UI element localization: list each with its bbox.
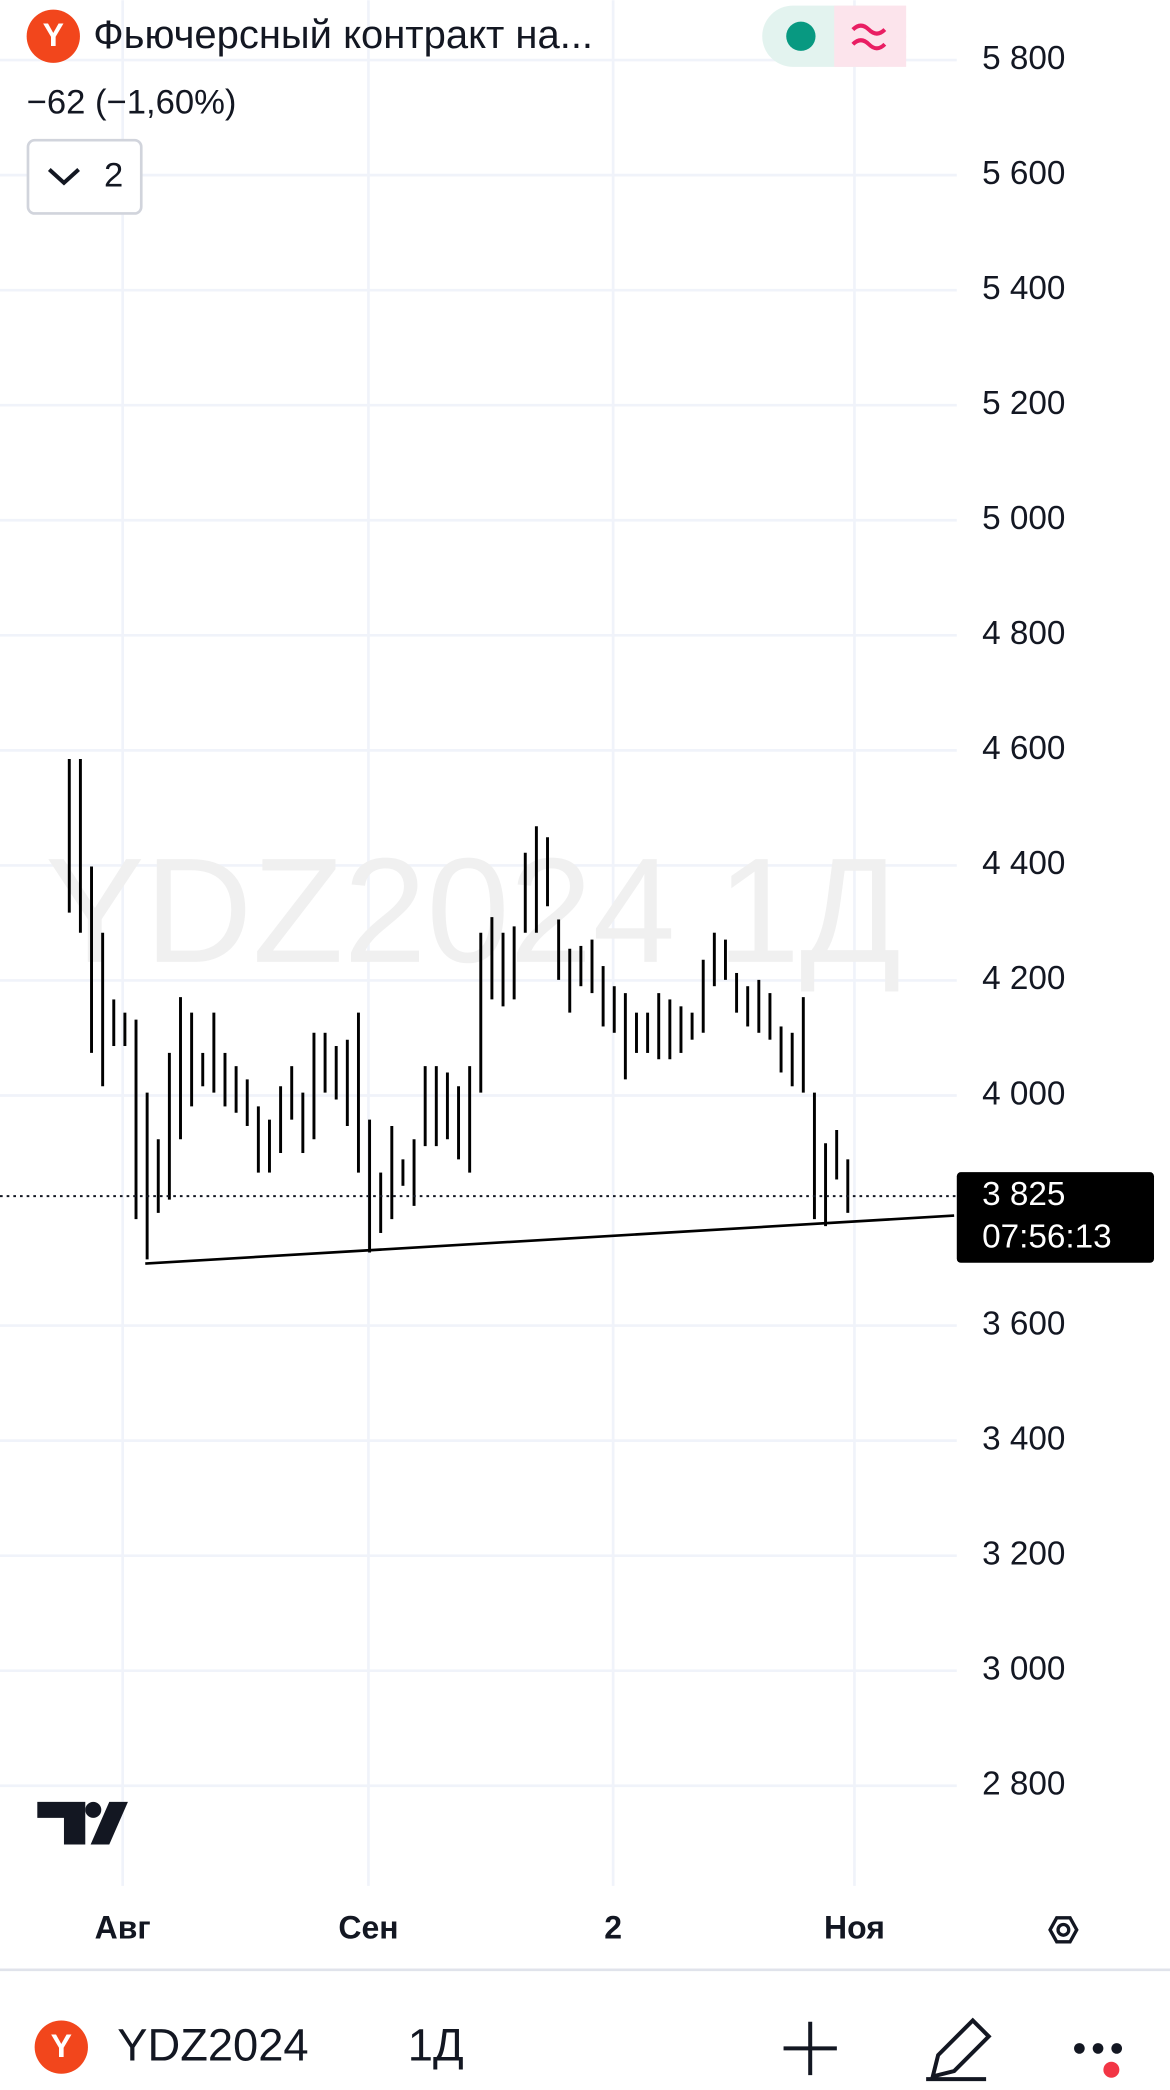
logo: Y — [43, 17, 64, 53]
more-dot — [1092, 2043, 1104, 2054]
y-tick-label: 4 400 — [982, 845, 1065, 882]
settings-icon[interactable] — [1048, 1916, 1079, 1944]
x-tick-label: Сен — [338, 1909, 398, 1945]
axis: 2 800 3 000 3 200 3 400 3 600 4 000 4 200 4 400… — [95, 40, 1155, 1945]
toolbar-logo-circle — [34, 2020, 88, 2074]
market-status-dot — [786, 21, 816, 51]
y-tick-label: 5 600 — [982, 155, 1065, 192]
toolbar-logo: Y — [51, 2028, 72, 2064]
chevron-icon — [47, 168, 80, 186]
watermark: YDZ2024 1Д — [45, 827, 901, 994]
draw-button[interactable] — [926, 2017, 992, 2082]
x-tick-label: Ноя — [824, 1909, 885, 1945]
indicators-count: 2 — [104, 157, 123, 195]
delay-icon — [851, 23, 887, 51]
add-button[interactable] — [783, 2021, 837, 2076]
indicators-button[interactable] — [26, 138, 143, 215]
x-tick-label: Авг — [95, 1909, 151, 1945]
tv-logo-dot — [85, 1801, 102, 1818]
last-price-badge — [956, 1172, 1155, 1263]
bar-countdown: 07:56:13 — [982, 1219, 1112, 1256]
settings-icon-center — [1056, 1922, 1071, 1937]
toolbar-interval[interactable]: 1Д — [408, 2019, 464, 2070]
last-price-label: 3 825 — [982, 1176, 1065, 1213]
toolbar-symbol[interactable]: YDZ2024 — [117, 2019, 308, 2070]
y-tick-label: 3 400 — [982, 1420, 1065, 1457]
status-pill-right — [834, 5, 907, 67]
x-tick-label: 2 — [604, 1909, 622, 1945]
y-tick-label: 4 000 — [982, 1075, 1065, 1112]
more-dot[interactable] — [1074, 2043, 1085, 2054]
notification-dot — [1103, 2061, 1120, 2078]
y-tick-label: 5 400 — [982, 270, 1065, 307]
y-tick-label: 2 800 — [982, 1766, 1065, 1803]
symbol-title[interactable]: Фьючерсный контракт на... — [93, 13, 593, 57]
y-tick-label: 5 000 — [982, 500, 1065, 537]
grid — [0, 0, 957, 1886]
plot — [0, 758, 957, 1260]
y-tick-label: 5 800 — [982, 40, 1065, 77]
y-tick-label: 3 000 — [982, 1651, 1065, 1688]
logo-circle — [26, 9, 80, 63]
tv-logo — [37, 1801, 128, 1845]
y-tick-label: 4 800 — [982, 615, 1065, 652]
more-dot — [1111, 2043, 1123, 2054]
price-change: −62 (−1,60%) — [27, 83, 237, 121]
y-tick-label: 4 200 — [982, 960, 1065, 997]
y-tick-label: 5 200 — [982, 385, 1065, 422]
y-tick-label: 4 600 — [982, 730, 1065, 767]
y-tick-label: 3 200 — [982, 1535, 1065, 1572]
trend-line — [145, 1214, 955, 1265]
y-tick-label: 3 600 — [982, 1305, 1065, 1342]
